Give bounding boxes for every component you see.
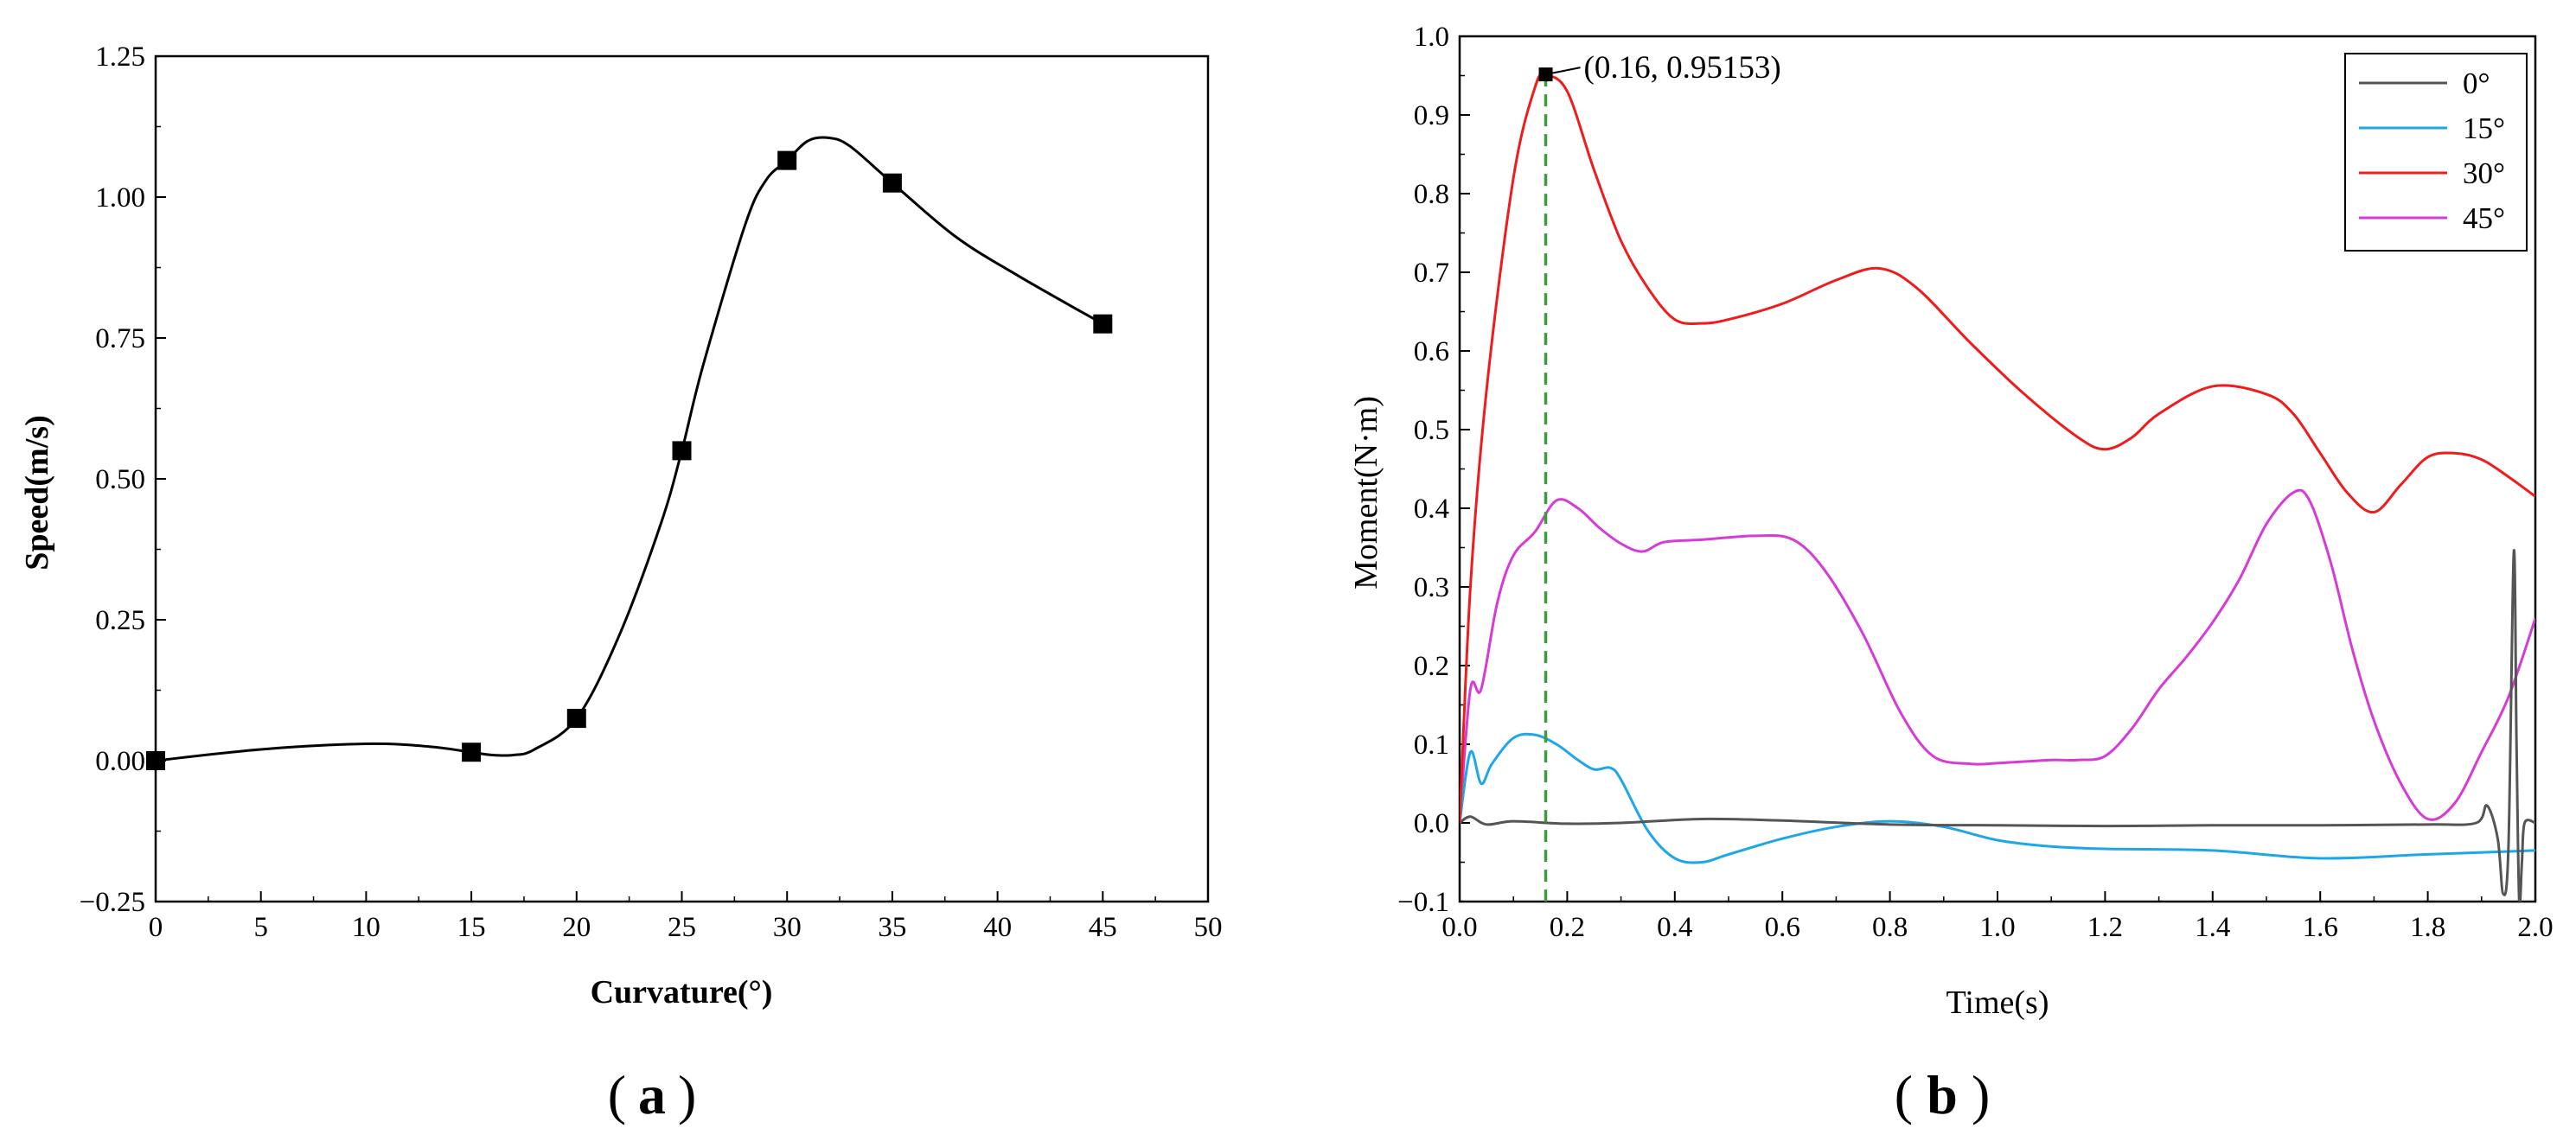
panel-b-x-tick-label: 1.2 (2087, 912, 2123, 943)
panel-b-x-tick-label: 1.6 (2303, 912, 2338, 943)
panel-b-x-tick-label: 0.0 (1441, 912, 1477, 943)
moment-series-line-0 (1460, 549, 2535, 902)
speed-data-point (672, 441, 692, 461)
panel-b-x-tick-label: 0.6 (1765, 912, 1800, 943)
panel-a-plot-layer (146, 136, 1113, 770)
panel-a-axes-layer: 0 5 10 15 20 25 30 35 40 45 50 −0.25 0.00 0.25 0.50 0.7… (80, 41, 1223, 943)
panel-b-legend: 0° 15° 30° 45° (2344, 53, 2528, 252)
panel-b-caption: ( (1895, 1064, 1913, 1125)
moment-series-line-2 (1460, 73, 2535, 824)
speed-data-point (1093, 314, 1113, 334)
panel-b-y-tick-label: −0.1 (1397, 887, 1449, 918)
panel-b-y-tick-label: 0.1 (1414, 730, 1449, 761)
panel-b-x-tick-label: 2.0 (2517, 912, 2553, 943)
panel-a-x-tick-label: 45 (1089, 912, 1117, 943)
panel-a-y-tick-label: 1.00 (95, 182, 145, 214)
speed-curve-line (155, 136, 1104, 762)
legend-label-3: 45° (2463, 201, 2505, 235)
speed-data-point (146, 751, 165, 770)
panel-a-caption-close: ) (678, 1064, 696, 1125)
speed-data-point (462, 743, 482, 762)
moment-series-line-3 (1460, 488, 2535, 824)
panel-b-axes-layer: 0.0 0.2 0.4 0.6 0.8 1.0 1.2 1.4 1.6 1.8 2.0−0.10.0… (1397, 22, 2554, 943)
panel-a-x-tick-label: 0 (149, 912, 163, 943)
panel-b-y-tick-label: 0.0 (1414, 808, 1449, 839)
legend-label-1: 15° (2463, 112, 2505, 145)
panel-b-y-axis-label: Moment(N·m) (1348, 396, 1384, 590)
panel-a-x-tick-label: 35 (878, 912, 906, 943)
panel-a-x-tick-label: 15 (457, 912, 486, 943)
panel-b-y-tick-label: 0.7 (1414, 258, 1449, 289)
panel-a-y-axis-label: Speed(m/s) (19, 415, 55, 570)
panel-a-y-tick-label: 1.25 (95, 41, 145, 73)
peak-annotation-label: (0.16, 0.95153) (1584, 50, 1781, 86)
speed-data-point (777, 150, 797, 170)
panel-b-y-tick-label: 1.0 (1414, 22, 1449, 53)
panel-b-plot-layer (1460, 67, 2535, 902)
panel-b-x-axis-label: Time(s) (1946, 985, 2049, 1021)
legend-label-0: 0° (2463, 67, 2490, 100)
panel-b-x-tick-label: 0.8 (1872, 912, 1908, 943)
panel-b-x-tick-label: 0.4 (1657, 912, 1692, 943)
panel-b-x-tick-label: 1.4 (2195, 912, 2230, 943)
panel-a-y-tick-label: 0.25 (95, 605, 145, 636)
panel-a-y-tick-label: 0.00 (95, 746, 145, 777)
panel-b-moment-vs-time: 0.0 0.2 0.4 0.6 0.8 1.0 1.2 1.4 1.6 1.8 2.0−0.10.0… (1348, 22, 2554, 1125)
panel-a-speed-vs-curvature: 0 5 10 15 20 25 30 35 40 45 50 −0.25 0.00 0.25 0.50 0.7… (19, 41, 1223, 1125)
speed-data-point (566, 709, 586, 729)
panel-a-caption: ( (608, 1064, 626, 1125)
panel-a-y-tick-label: 0.50 (95, 464, 145, 495)
panel-a-x-tick-label: 25 (668, 912, 696, 943)
panel-a-plot-frame (154, 54, 1210, 903)
panel-b-y-tick-label: 0.8 (1414, 179, 1449, 210)
panel-a-caption-letter: a (638, 1064, 666, 1125)
panel-b-y-tick-label: 0.3 (1414, 572, 1449, 603)
panel-b-y-tick-label: 0.2 (1414, 651, 1449, 682)
peak-marker (1538, 67, 1553, 82)
panel-a-x-tick-label: 10 (352, 912, 380, 943)
panel-b-y-tick-label: 0.9 (1414, 100, 1449, 131)
peak-annotation: (0.16, 0.95153) (1584, 50, 1781, 86)
panel-b-x-tick-label: 1.8 (2410, 912, 2445, 943)
panel-a-y-tick-label: 0.75 (95, 323, 145, 354)
speed-data-point (882, 173, 902, 193)
panel-b-y-tick-label: 0.5 (1414, 415, 1449, 446)
moment-series-line-1 (1460, 732, 2535, 864)
panel-b-x-tick-label: 1.0 (1979, 912, 2015, 943)
panel-a-y-tick-label: −0.25 (80, 887, 145, 918)
panel-a-x-tick-label: 20 (562, 912, 591, 943)
panel-a-x-tick-label: 50 (1194, 912, 1223, 943)
panel-b-y-tick-label: 0.4 (1414, 494, 1449, 525)
panel-b-caption-letter: b (1927, 1064, 1958, 1125)
legend-label-2: 30° (2463, 156, 2505, 190)
panel-a-x-tick-label: 40 (983, 912, 1012, 943)
panel-b-caption-close: ) (1972, 1064, 1990, 1125)
panel-b-y-tick-label: 0.6 (1414, 336, 1449, 367)
panel-a-x-axis-label: Curvature(°) (591, 974, 773, 1010)
panel-a-x-tick-label: 5 (253, 912, 268, 943)
panel-b-x-tick-label: 0.2 (1550, 912, 1585, 943)
panel-a-x-tick-label: 30 (773, 912, 802, 943)
